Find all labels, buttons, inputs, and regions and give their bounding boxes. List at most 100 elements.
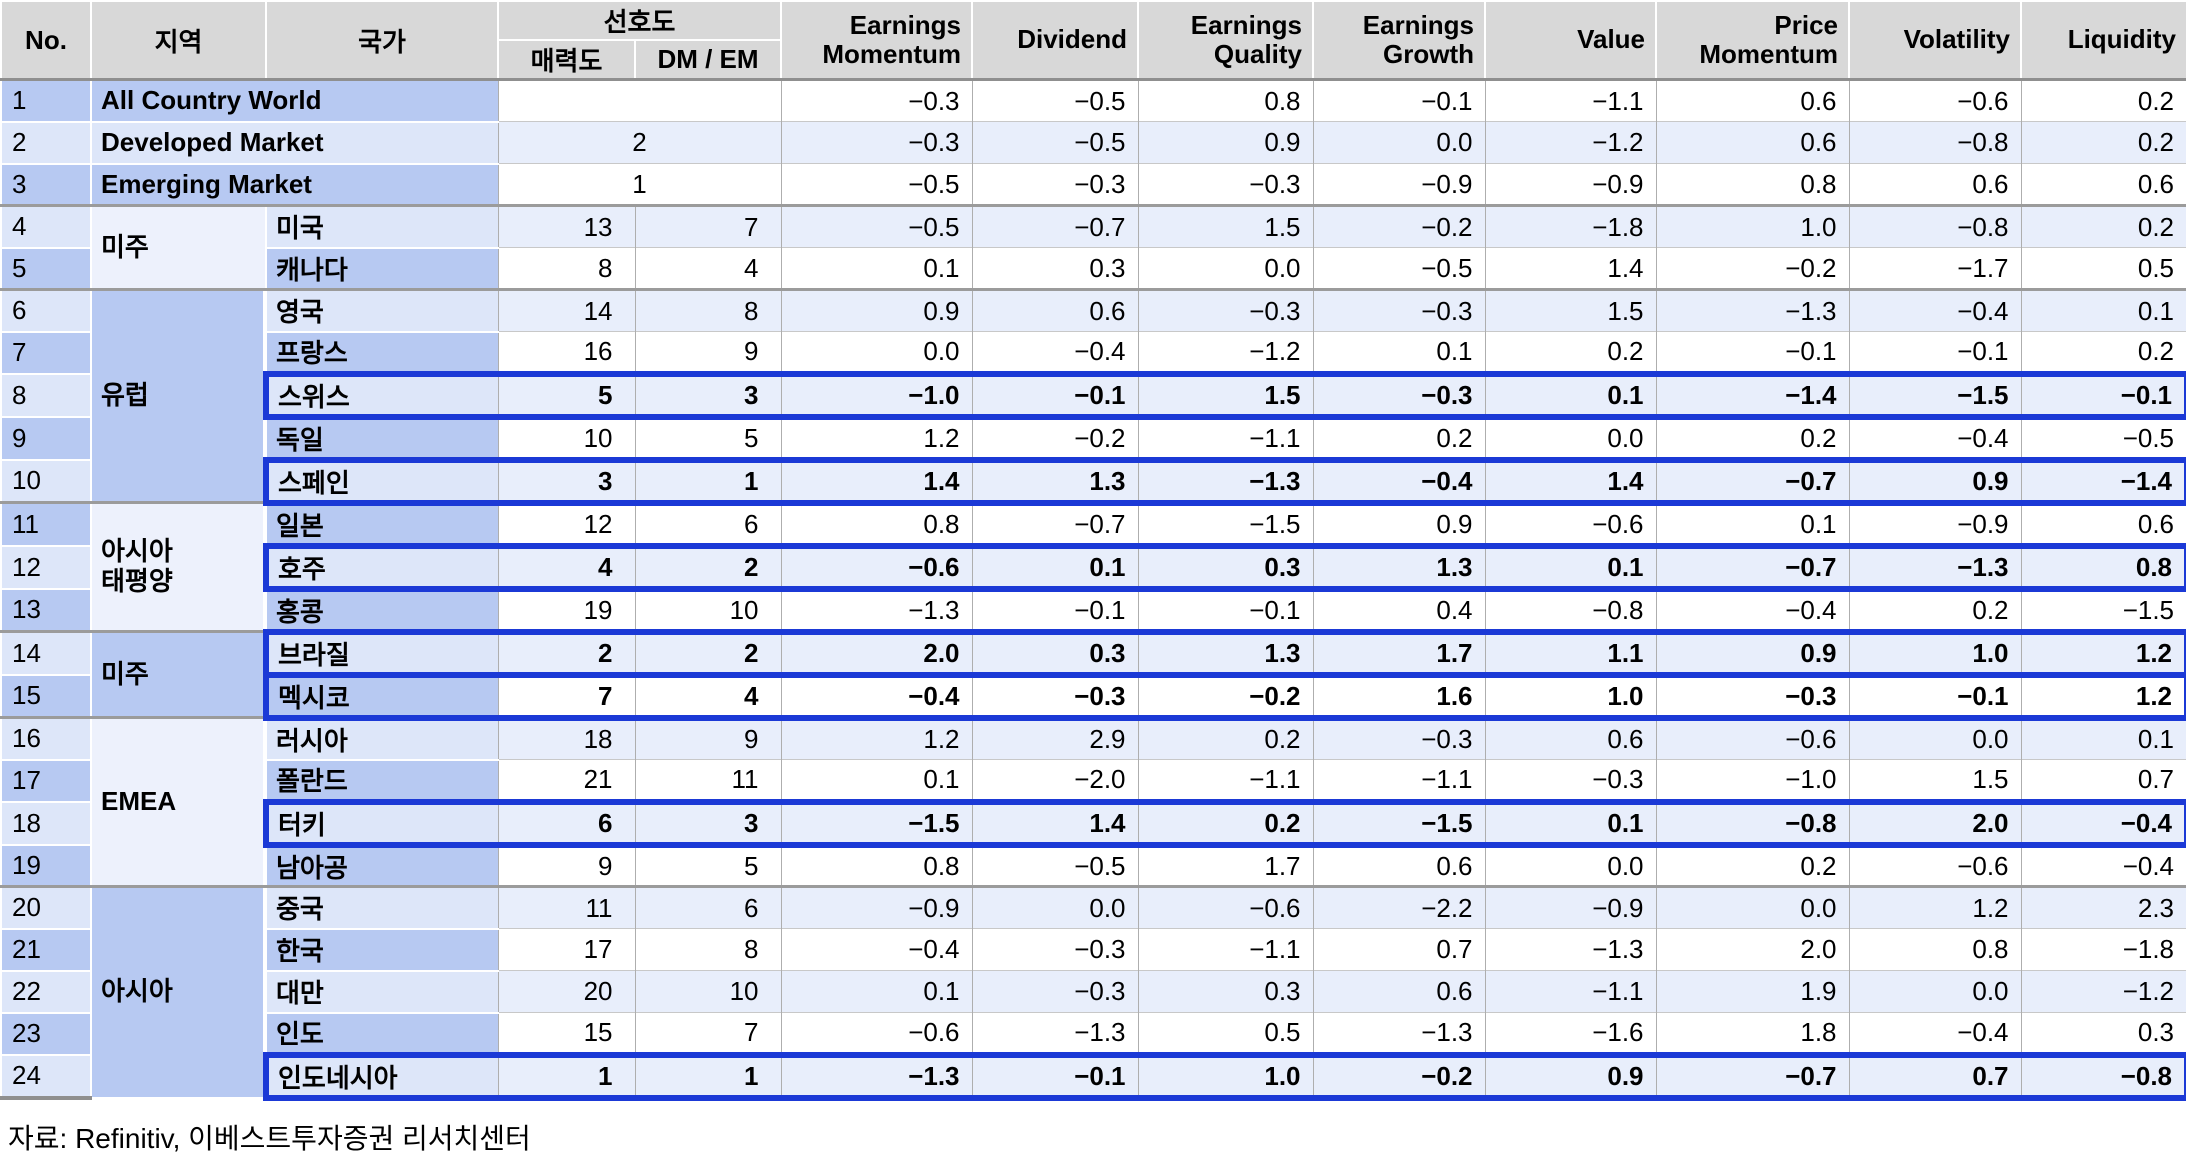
factor-value: 0.8 <box>780 501 973 546</box>
factor-value: 0.0 <box>1655 885 1850 929</box>
factor-value: 0.2 <box>2020 331 2186 374</box>
factor-value: 1.5 <box>1484 288 1657 332</box>
market-label: Emerging Market <box>90 162 499 207</box>
col-header-no: No. <box>0 0 92 81</box>
region-name: 유럽 <box>90 288 267 504</box>
factor-value: −1.0 <box>1655 759 1850 802</box>
factor-value: 0.0 <box>1137 247 1314 290</box>
country-name: 호주 <box>263 542 499 592</box>
factor-value: −0.3 <box>1484 759 1657 802</box>
dm-em-rank: 5 <box>634 416 782 460</box>
factor-value: 1.0 <box>1655 204 1850 248</box>
factor-value: −0.3 <box>1312 370 1486 420</box>
factor-value: −0.9 <box>1848 501 2022 546</box>
table-row: 22 대만 20 10 0.1 −0.3 0.3 0.6 −1.1 1.9 0.0 −1.2 <box>0 969 2186 1014</box>
factor-value: −0.6 <box>1484 501 1657 546</box>
row-number: 15 <box>0 673 92 719</box>
row-number: 8 <box>0 372 92 418</box>
factor-value: 1.6 <box>1312 671 1486 721</box>
row-number: 3 <box>0 162 92 207</box>
factor-value: −1.3 <box>1848 542 2022 592</box>
table-row: 11 아시아 태평양 일본 12 6 0.8 −0.7 −1.5 0.9 −0.6 0.1 −0.9 0… <box>0 501 2186 633</box>
dm-em-rank: 4 <box>634 247 782 290</box>
factor-value: 0.2 <box>1312 416 1486 460</box>
row-number: 13 <box>0 587 92 633</box>
factor-value: −0.8 <box>1484 588 1657 632</box>
factor-value: 1.4 <box>1484 247 1657 290</box>
factor-value: −1.5 <box>780 798 973 848</box>
factor-value: −0.9 <box>1312 163 1486 206</box>
factor-value: −1.4 <box>1655 370 1850 420</box>
factor-value: 1.7 <box>1137 844 1314 887</box>
col-header-country: 국가 <box>265 0 499 81</box>
factor-value: −1.1 <box>1137 416 1314 460</box>
factor-value: 0.0 <box>1484 844 1657 887</box>
factor-value: −0.7 <box>971 501 1139 546</box>
factor-value: −0.3 <box>971 970 1139 1013</box>
factor-value: 1.0 <box>1137 1051 1314 1101</box>
row-number: 24 <box>0 1053 92 1100</box>
dm-em-rank: 1 <box>634 1051 782 1101</box>
factor-value: −0.4 <box>1655 588 1850 632</box>
attractiveness-rank: 20 <box>497 970 635 1013</box>
factor-value: −1.3 <box>1484 928 1657 971</box>
table-row: 1 All Country World −0.3 −0.5 0.8 −0.1 −1.1 0.6… <box>0 78 2186 123</box>
factor-value: 2.0 <box>780 628 973 678</box>
factor-value: −0.9 <box>780 885 973 929</box>
country-preference-table: No. 지역 국가 선호도 Earnings Momentum Dividend… <box>0 0 2186 1101</box>
table-header: No. 지역 국가 선호도 Earnings Momentum Dividend… <box>0 0 2186 81</box>
col-header-attractiveness: 매력도 <box>497 39 636 81</box>
factor-value: 0.5 <box>1137 1012 1314 1055</box>
attractiveness-rank: 14 <box>497 288 635 332</box>
factor-value: −1.1 <box>1484 970 1657 1013</box>
factor-value: −0.3 <box>1655 671 1850 721</box>
factor-value: 0.2 <box>2020 79 2186 122</box>
factor-value: −1.5 <box>1312 798 1486 848</box>
table-row: 4 미주 미국 13 7 −0.5 −0.7 1.5 −0.2 −1.8 1.0 −0.8 0.2 <box>0 204 2186 291</box>
factor-value: −0.6 <box>1848 844 2022 887</box>
factor-value: 0.9 <box>1655 628 1850 678</box>
preference-rank <box>497 79 782 122</box>
attractiveness-rank: 19 <box>497 588 635 632</box>
dm-em-rank: 10 <box>634 970 782 1013</box>
factor-value: −1.1 <box>1312 759 1486 802</box>
factor-value: 2.0 <box>1655 928 1850 971</box>
factor-value: −0.3 <box>1137 288 1314 332</box>
factor-value: −0.1 <box>1848 671 2022 721</box>
table-row: 17 폴란드 21 11 0.1 −2.0 −1.1 −1.1 −0.3 −1.0 1.5 0.7 <box>0 758 2186 803</box>
factor-value: 1.3 <box>971 456 1139 506</box>
factor-value: −0.4 <box>780 671 973 721</box>
dm-em-rank: 2 <box>634 628 782 678</box>
row-number: 6 <box>0 288 92 333</box>
factor-value: −2.2 <box>1312 885 1486 929</box>
factor-value: 0.8 <box>1848 928 2022 971</box>
table-body: 1 All Country World −0.3 −0.5 0.8 −0.1 −1.1 0.6… <box>0 78 2186 1101</box>
factor-value: −0.2 <box>1312 1051 1486 1101</box>
factor-value: −1.3 <box>1312 1012 1486 1055</box>
factor-value: 0.9 <box>1848 456 2022 506</box>
factor-value: −0.1 <box>1655 331 1850 374</box>
country-name: 일본 <box>265 501 499 547</box>
factor-value: 0.3 <box>971 628 1139 678</box>
country-name: 중국 <box>265 885 499 930</box>
factor-value: −1.1 <box>1137 928 1314 971</box>
attractiveness-rank: 17 <box>497 928 635 971</box>
factor-value: 0.7 <box>1312 928 1486 971</box>
row-number: 17 <box>0 758 92 803</box>
factor-value: 0.6 <box>2020 163 2186 206</box>
factor-value: 0.2 <box>1655 416 1850 460</box>
country-name: 폴란드 <box>265 758 499 803</box>
row-number: 11 <box>0 501 92 547</box>
attractiveness-rank: 21 <box>497 759 635 802</box>
factor-value: 1.0 <box>1848 628 2022 678</box>
factor-value: −0.7 <box>971 204 1139 248</box>
factor-value: 1.2 <box>780 716 973 760</box>
factor-value: 0.1 <box>780 759 973 802</box>
table-row: 10 스페인 3 1 1.4 1.3 −1.3 −0.4 1.4 −0.7 0.9 −1.4 <box>0 456 2186 506</box>
factor-value: 0.1 <box>780 247 973 290</box>
factor-value: 0.0 <box>1848 970 2022 1013</box>
factor-value: −0.6 <box>1848 79 2022 122</box>
factor-value: 1.2 <box>1848 885 2022 929</box>
factor-value: 0.1 <box>780 970 973 1013</box>
